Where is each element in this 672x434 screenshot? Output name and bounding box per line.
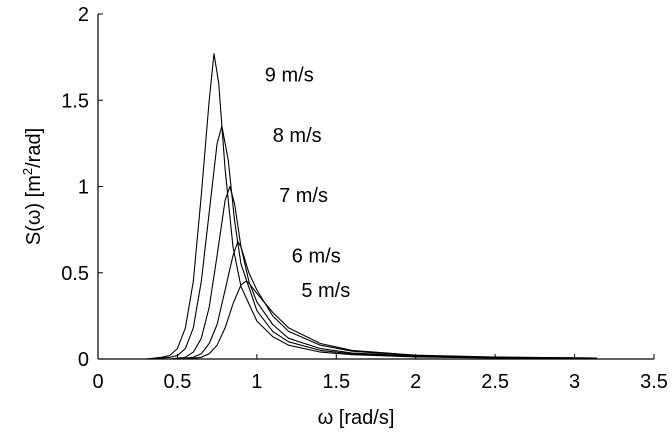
series-label-2: 8 m/s	[273, 125, 322, 147]
x-tick-label: 0	[92, 371, 103, 393]
x-tick-label: 2.5	[481, 371, 509, 393]
x-tick-label: 1.5	[322, 371, 350, 393]
y-tick-label: 0	[78, 349, 89, 371]
series-label-4: 6 m/s	[292, 246, 341, 268]
x-tick-label: 2	[410, 371, 421, 393]
y-tick-label: 1.5	[61, 90, 89, 112]
y-axis-label-main: S(ω) [m	[23, 175, 45, 245]
y-axis-label-unit: /rad]	[23, 128, 45, 168]
series-line-2	[129, 125, 597, 360]
x-tick-label: 0.5	[164, 371, 192, 393]
series-group	[129, 53, 597, 360]
series-labels: 9 m/s 8 m/s 7 m/s 6 m/s 5 m/s	[265, 64, 350, 302]
series-line-4	[145, 241, 597, 360]
axes: 0 0.5 1 1.5 2 2.5 3 3.5 0 0.5 1 1.5 2	[61, 4, 668, 393]
series-label-1: 9 m/s	[265, 64, 314, 86]
x-tick-label: 1	[251, 371, 262, 393]
y-axis-label-superscript: 2	[20, 168, 35, 175]
y-tick-label: 2	[78, 4, 89, 26]
x-tick-label: 3.5	[640, 371, 668, 393]
x-axis-label: ω [rad/s]	[318, 407, 395, 429]
series-line-3	[145, 185, 597, 360]
series-line-5	[145, 280, 597, 360]
series-line-1	[129, 53, 597, 360]
y-axis-label: S(ω) [m2/rad]	[20, 128, 45, 245]
x-tick-label: 3	[569, 371, 580, 393]
series-label-5: 5 m/s	[301, 280, 350, 302]
series-label-3: 7 m/s	[279, 185, 328, 207]
y-tick-label: 1	[78, 177, 89, 199]
y-tick-label: 0.5	[61, 263, 89, 285]
